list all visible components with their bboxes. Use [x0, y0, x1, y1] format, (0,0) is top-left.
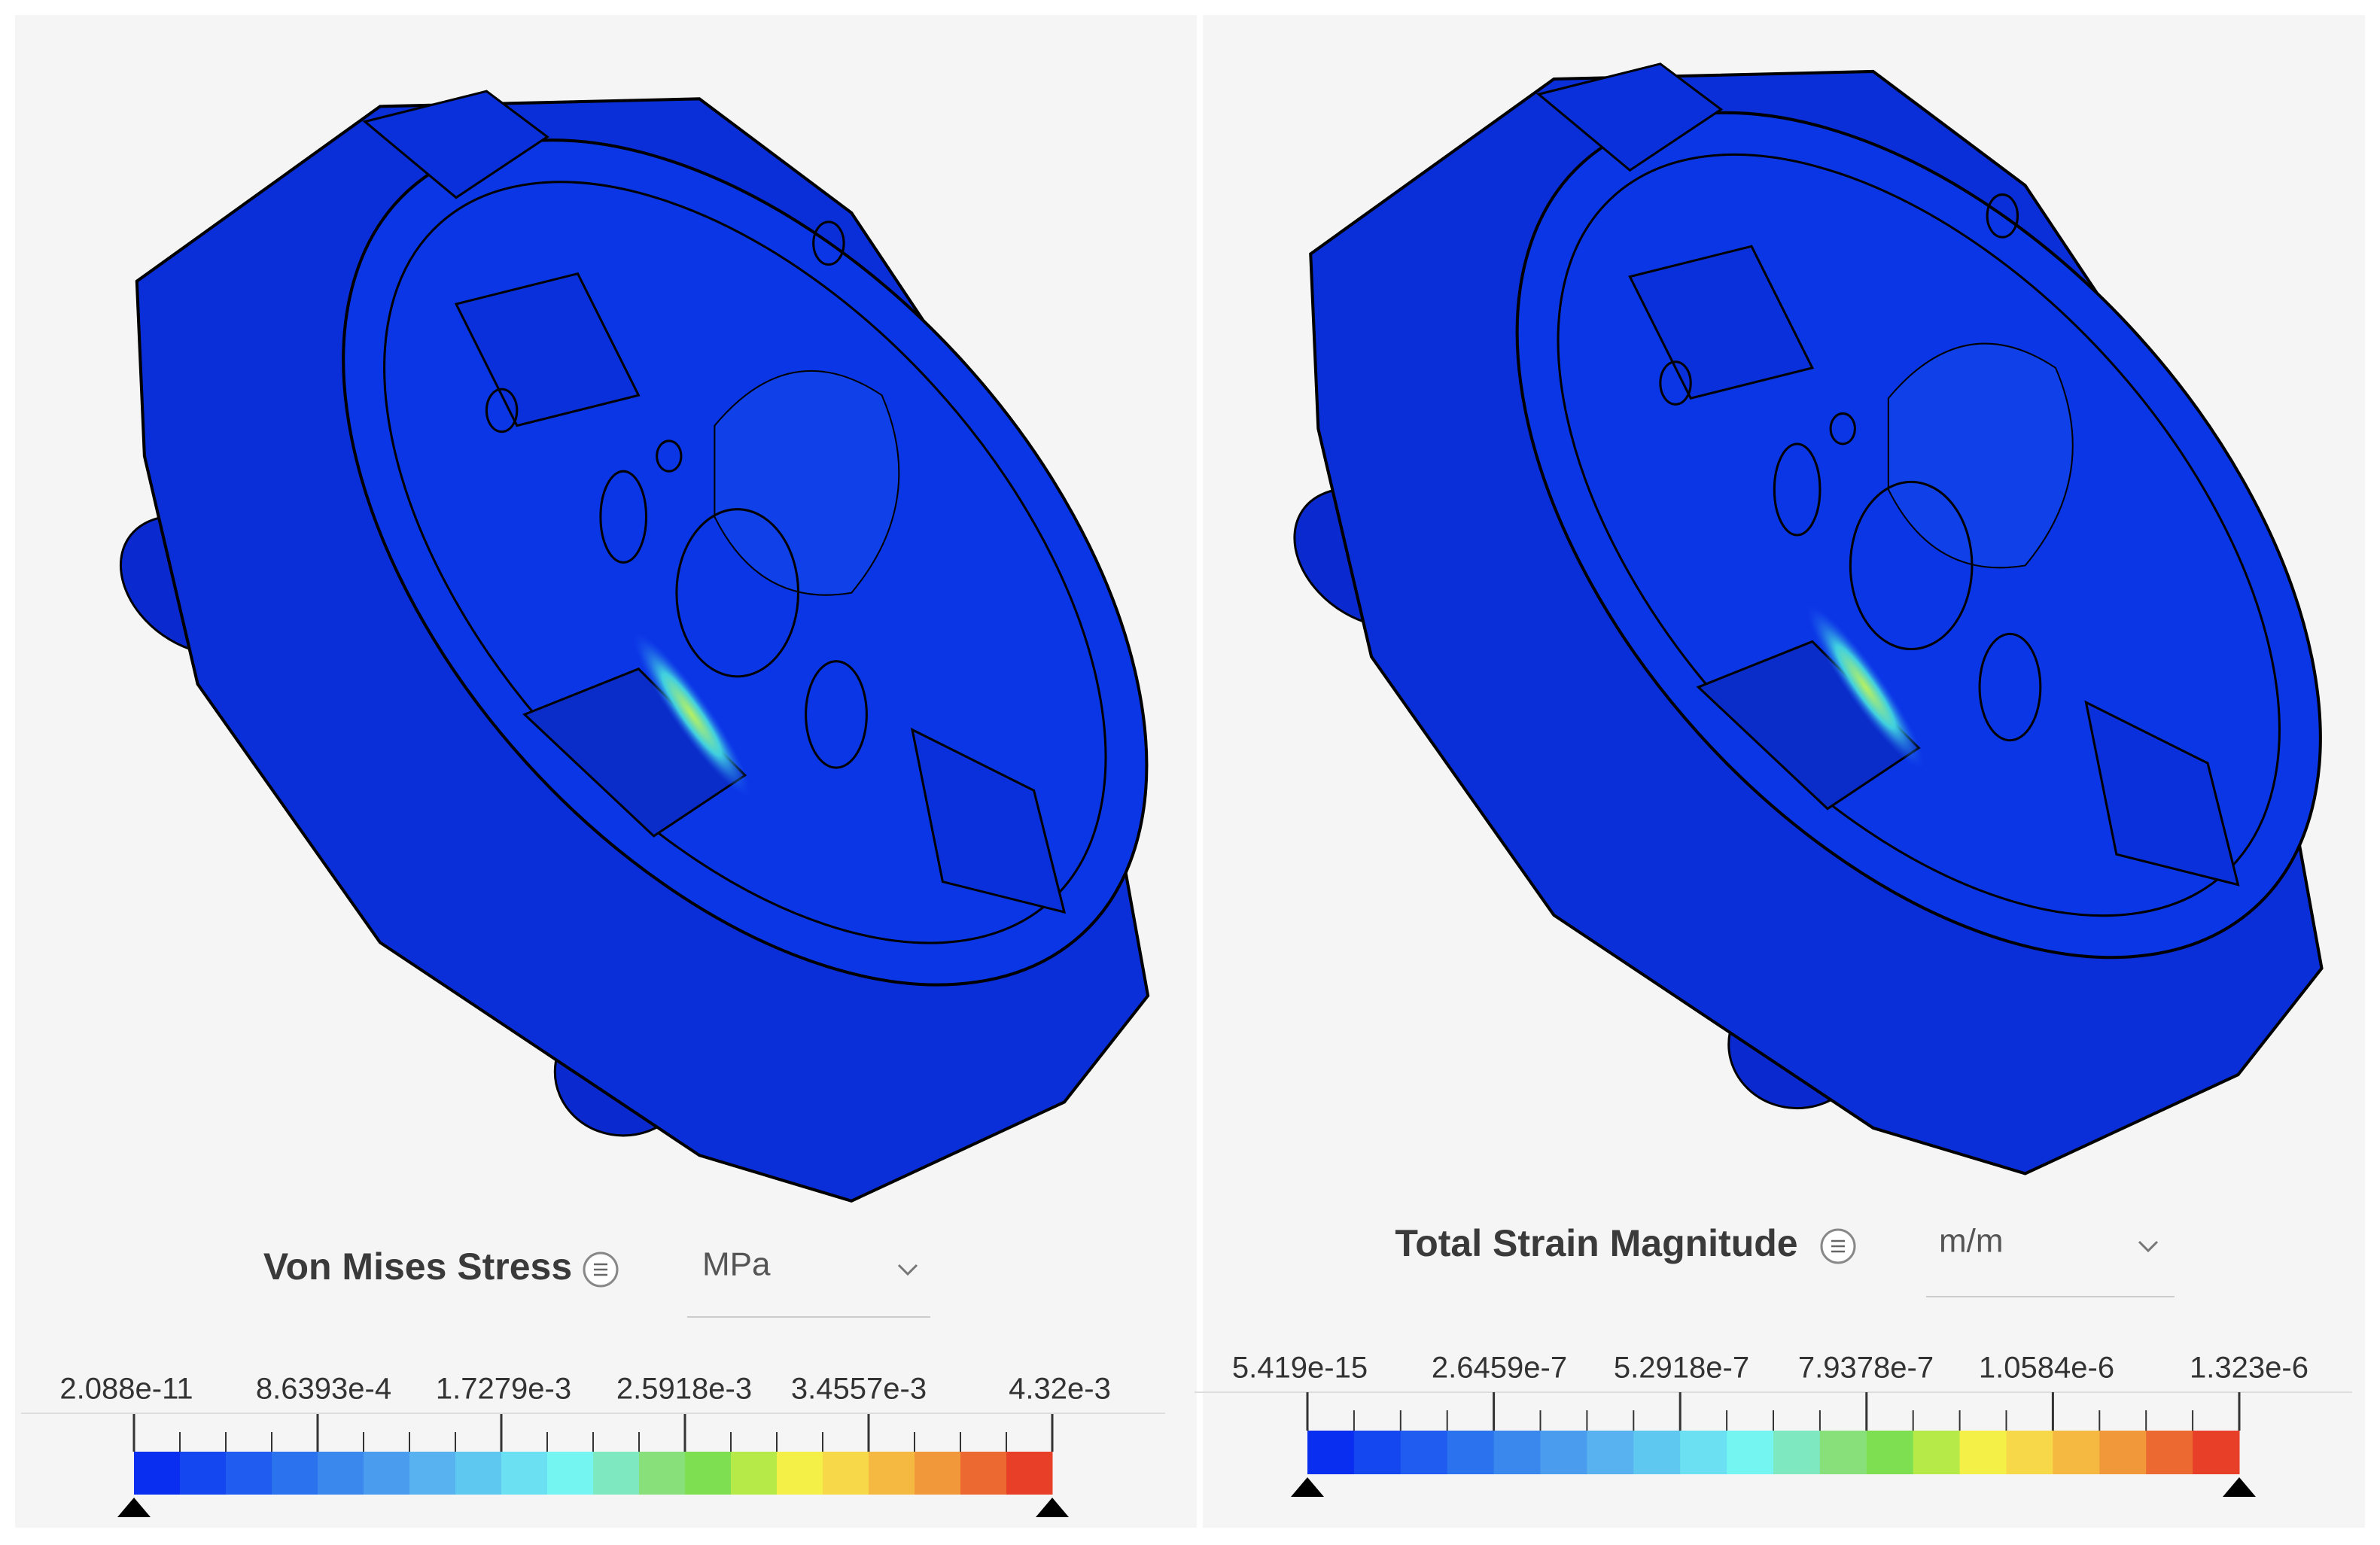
colorbar-segment: [1866, 1431, 1914, 1474]
colorbar-segment: [1819, 1431, 1867, 1474]
colorbar-segment: [1400, 1431, 1448, 1474]
scale-label: 4.32e-3: [1009, 1373, 1111, 1406]
colorbar-segment: [318, 1452, 364, 1495]
colorbar-segment: [2099, 1431, 2147, 1474]
colorbar-segment: [226, 1452, 272, 1495]
colorbar-segment: [1307, 1431, 1355, 1474]
colorbar-segment: [823, 1452, 869, 1495]
colorbar-segment: [593, 1452, 640, 1495]
colorbar-segment: [2146, 1431, 2193, 1474]
colorbar-segment: [1727, 1431, 1774, 1474]
scale-label: 2.088e-11: [59, 1373, 193, 1406]
colorbar-segment: [1353, 1431, 1402, 1474]
colorbar-segment: [777, 1452, 823, 1495]
unit-select[interactable]: m/m: [1939, 1223, 2004, 1260]
scale-label: 2.6459e-7: [1432, 1352, 1567, 1385]
colorbar-segment: [2053, 1431, 2100, 1474]
colorbar-segment: [1006, 1452, 1053, 1495]
scale-label: 5.419e-15: [1232, 1352, 1368, 1385]
unit-select[interactable]: MPa: [702, 1246, 771, 1283]
result-title: Von Mises Stress: [263, 1245, 572, 1288]
colorbar-segment: [1680, 1431, 1727, 1474]
range-handle[interactable]: [1291, 1477, 1324, 1497]
scale-label: 7.9378e-7: [1798, 1352, 1934, 1385]
scale-label: 3.4557e-3: [791, 1373, 927, 1406]
range-handle[interactable]: [2223, 1477, 2256, 1497]
result-title: Total Strain Magnitude: [1395, 1222, 1797, 1264]
colorbar-segment: [2193, 1431, 2240, 1474]
dropdown-chevron[interactable]: [897, 1264, 918, 1276]
colorbar-segment: [1447, 1431, 1495, 1474]
colorbar-segment: [134, 1452, 181, 1495]
dropdown-chevron[interactable]: [2138, 1240, 2159, 1253]
scale-label: 8.6393e-4: [256, 1373, 391, 1406]
colorbar-segment: [731, 1452, 778, 1495]
colorbar-segment: [1493, 1431, 1541, 1474]
colorbar-segment: [547, 1452, 594, 1495]
range-handle[interactable]: [1036, 1498, 1069, 1517]
scale-label: 1.7279e-3: [436, 1373, 571, 1406]
range-handle[interactable]: [117, 1498, 151, 1517]
colorbar-segment: [364, 1452, 410, 1495]
colorbar-segment: [2006, 1431, 2053, 1474]
colorbar-segment: [869, 1452, 915, 1495]
colorbar-segment: [639, 1452, 686, 1495]
scale-label: 2.5918e-3: [616, 1373, 752, 1406]
colorbar-segment: [1773, 1431, 1821, 1474]
scale-label: 1.323e-6: [2190, 1352, 2308, 1385]
colorbar-segment: [915, 1452, 961, 1495]
colorbar-segment: [960, 1452, 1007, 1495]
colorbar-segment: [1540, 1431, 1587, 1474]
colorbar-segment: [1959, 1431, 2007, 1474]
colorbar-segment: [685, 1452, 732, 1495]
colorbar-segment: [501, 1452, 548, 1495]
scale-label: 1.0584e-6: [1979, 1352, 2114, 1385]
colorbar-segment: [409, 1452, 456, 1495]
colorbar-segment: [272, 1452, 318, 1495]
scale-label: 5.2918e-7: [1614, 1352, 1749, 1385]
colorbar-segment: [1913, 1431, 1961, 1474]
colorbar-segment: [1587, 1431, 1634, 1474]
colorbar-segment: [1633, 1431, 1681, 1474]
colorbar-segment: [455, 1452, 502, 1495]
colorbar-segment: [180, 1452, 227, 1495]
